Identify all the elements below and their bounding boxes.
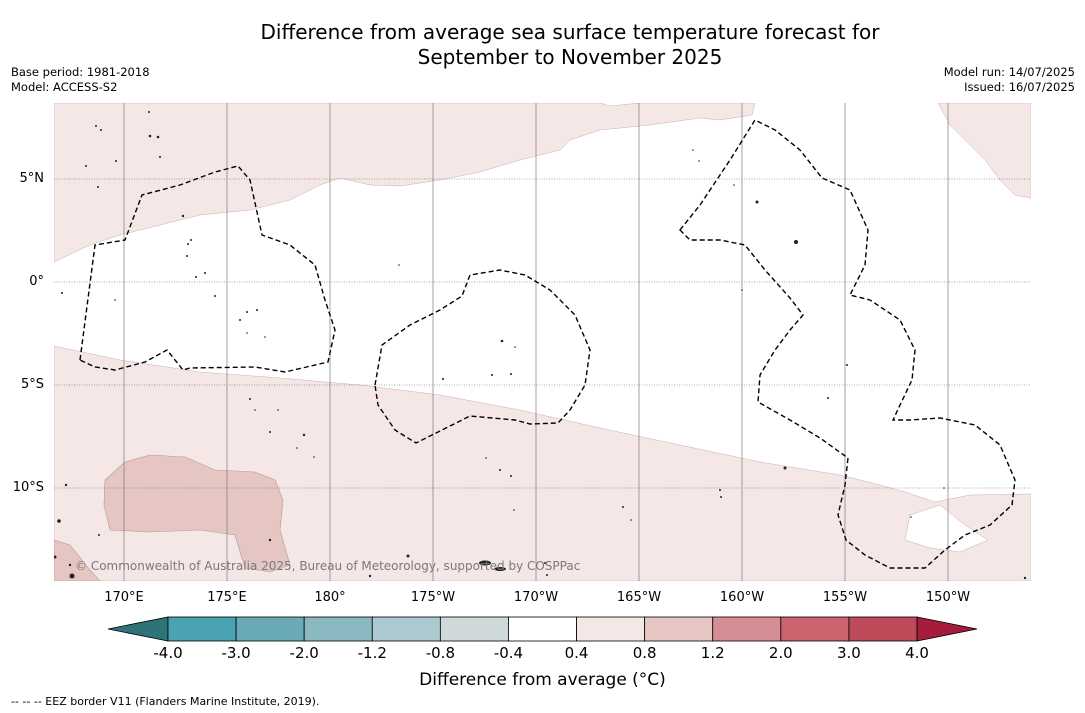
model-run: Model run: 14/07/2025 [943, 65, 1075, 79]
meta-right: Model run: 14/07/2025 Issued: 16/07/2025 [944, 65, 1075, 95]
colorbar [107, 616, 978, 642]
lon-label: 160°W [719, 590, 765, 605]
colorbar-segment [576, 616, 646, 642]
eez-note: -- -- -- EEZ border V11 (Flanders Marine… [11, 695, 320, 708]
colorbar-segment [235, 616, 305, 642]
base-period: Base period: 1981-2018 [11, 65, 150, 79]
lat-label-5s: 5°S [20, 377, 44, 392]
lon-label: 155°W [822, 590, 868, 605]
lat-label-10s: 10°S [12, 480, 44, 495]
map-title: Difference from average sea surface temp… [0, 20, 1085, 70]
eez-borders [79, 119, 1016, 569]
anomaly-region-strong-sw [54, 539, 101, 581]
anomaly-region-northeast [937, 103, 1031, 199]
lon-label: 170°E [104, 590, 144, 605]
colorbar-segment [439, 616, 509, 642]
lon-label: 180° [314, 590, 346, 605]
colorbar-tick-label: -2.0 [289, 644, 319, 662]
colorbar-tick-label: -0.4 [493, 644, 524, 662]
title-line-1: Difference from average sea surface temp… [260, 20, 880, 44]
colorbar-tick-label: 3.0 [836, 644, 861, 662]
colorbar-tick-label: -4.0 [153, 644, 183, 662]
colorbar-segment [644, 616, 714, 642]
colorbar-extend-high [916, 616, 978, 642]
islands [54, 111, 1027, 580]
lon-label: 175°W [410, 590, 456, 605]
lat-label-5n: 5°N [19, 171, 45, 186]
cool-patch-south [904, 504, 989, 553]
colorbar-tick-label: 1.2 [700, 644, 725, 662]
lon-label: 150°W [925, 590, 971, 605]
copyright-notice: © Commonwealth of Australia 2025, Bureau… [75, 559, 581, 573]
lon-label: 170°W [513, 590, 559, 605]
gridlines [123, 103, 949, 581]
colorbar-tick-label: 4.0 [905, 644, 929, 662]
meta-left: Base period: 1981-2018 Model: ACCESS-S2 [11, 65, 150, 95]
colorbar-segment [167, 616, 237, 642]
title-line-2: September to November 2025 [417, 45, 723, 69]
colorbar-tick-label: 0.8 [632, 644, 657, 662]
colorbar-label: Difference from average (°C) [419, 670, 666, 690]
colorbar-segment [848, 616, 918, 642]
anomaly-region-strong [103, 454, 291, 573]
colorbar-segment [303, 616, 373, 642]
lat-label-0: 0° [29, 274, 44, 289]
lon-label: 175°E [207, 590, 247, 605]
map-area [54, 103, 1031, 581]
lon-label: 165°W [616, 590, 662, 605]
colorbar-segment [780, 616, 850, 642]
anomaly-region-south [54, 345, 1031, 581]
colorbar-segment [712, 616, 782, 642]
anomaly-region-north [54, 103, 756, 263]
colorbar-tick-label: 0.4 [564, 644, 589, 662]
issued-date: Issued: 16/07/2025 [964, 80, 1075, 94]
colorbar-tick-label: -3.0 [221, 644, 251, 662]
colorbar-tick-label: -0.8 [425, 644, 455, 662]
model-name: Model: ACCESS-S2 [11, 80, 118, 94]
colorbar-extend-low [107, 616, 169, 642]
colorbar-tick-label: -1.2 [357, 644, 387, 662]
colorbar-segment [371, 616, 441, 642]
colorbar-segment [508, 616, 577, 642]
colorbar-tick-label: 2.0 [768, 644, 793, 662]
